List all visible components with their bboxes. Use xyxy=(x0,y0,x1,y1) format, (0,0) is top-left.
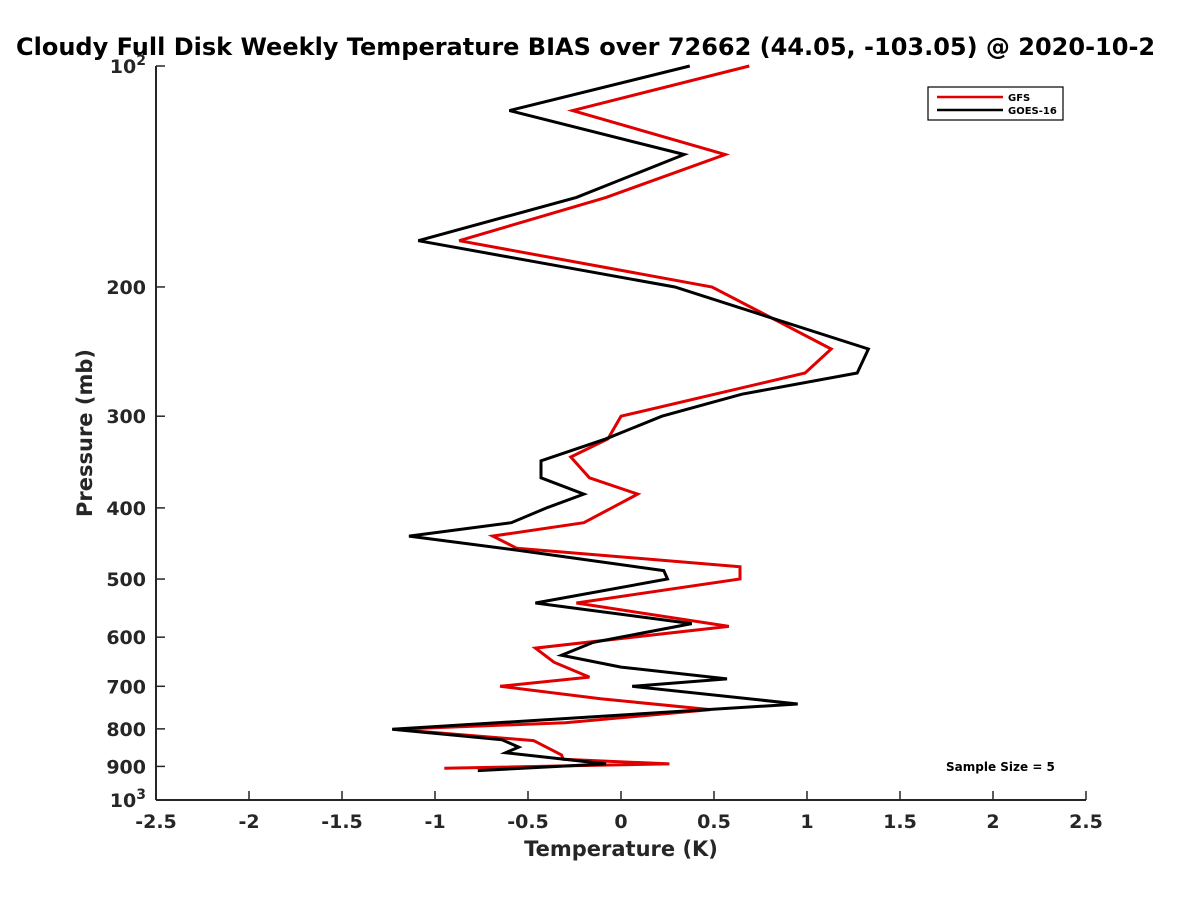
y-tick-label: 600 xyxy=(106,627,146,649)
x-tick-label: -2.5 xyxy=(135,811,177,833)
sample-size-annotation: Sample Size = 5 xyxy=(946,760,1055,774)
x-tick-label: 2.5 xyxy=(1069,811,1103,833)
y-tick-label: 200 xyxy=(106,277,146,299)
y-tick-label: 800 xyxy=(106,719,146,741)
plot-area xyxy=(392,64,871,773)
y-axis-ticks: 102 200 300 400 500 600 700 800 900 103 xyxy=(106,53,165,812)
series-line-gfs xyxy=(393,64,834,770)
x-tick-label: -0.5 xyxy=(507,811,549,833)
y-tick-label: 102 xyxy=(110,53,146,78)
legend-label-goes16: GOES-16 xyxy=(1008,106,1057,117)
x-axis-label: Temperature (K) xyxy=(524,837,718,861)
chart-title: Cloudy Full Disk Weekly Temperature BIAS… xyxy=(16,33,1155,61)
x-tick-label: 0 xyxy=(614,811,627,833)
x-tick-label: 1.5 xyxy=(883,811,917,833)
x-axis-ticks: -2.5 -2 -1.5 -1 -0.5 0 0.5 1 1.5 2 2.5 xyxy=(135,791,1103,833)
x-tick-label: 0.5 xyxy=(697,811,731,833)
y-tick-label: 103 xyxy=(110,787,146,812)
legend: GFS GOES-16 xyxy=(927,86,1064,121)
y-tick-label: 300 xyxy=(106,406,146,428)
y-tick-label: 500 xyxy=(106,569,146,591)
series-line-goes16 xyxy=(392,64,871,773)
x-tick-label: -1 xyxy=(424,811,445,833)
x-tick-label: -1.5 xyxy=(321,811,363,833)
y-axis-label: Pressure (mb) xyxy=(73,349,97,517)
x-tick-label: 1 xyxy=(800,811,813,833)
legend-box xyxy=(927,86,1064,121)
legend-label-gfs: GFS xyxy=(1008,93,1030,104)
x-tick-label: -2 xyxy=(238,811,259,833)
y-tick-label: 700 xyxy=(106,676,146,698)
y-tick-label: 400 xyxy=(106,498,146,520)
y-tick-label: 900 xyxy=(106,756,146,778)
x-tick-label: 2 xyxy=(986,811,999,833)
